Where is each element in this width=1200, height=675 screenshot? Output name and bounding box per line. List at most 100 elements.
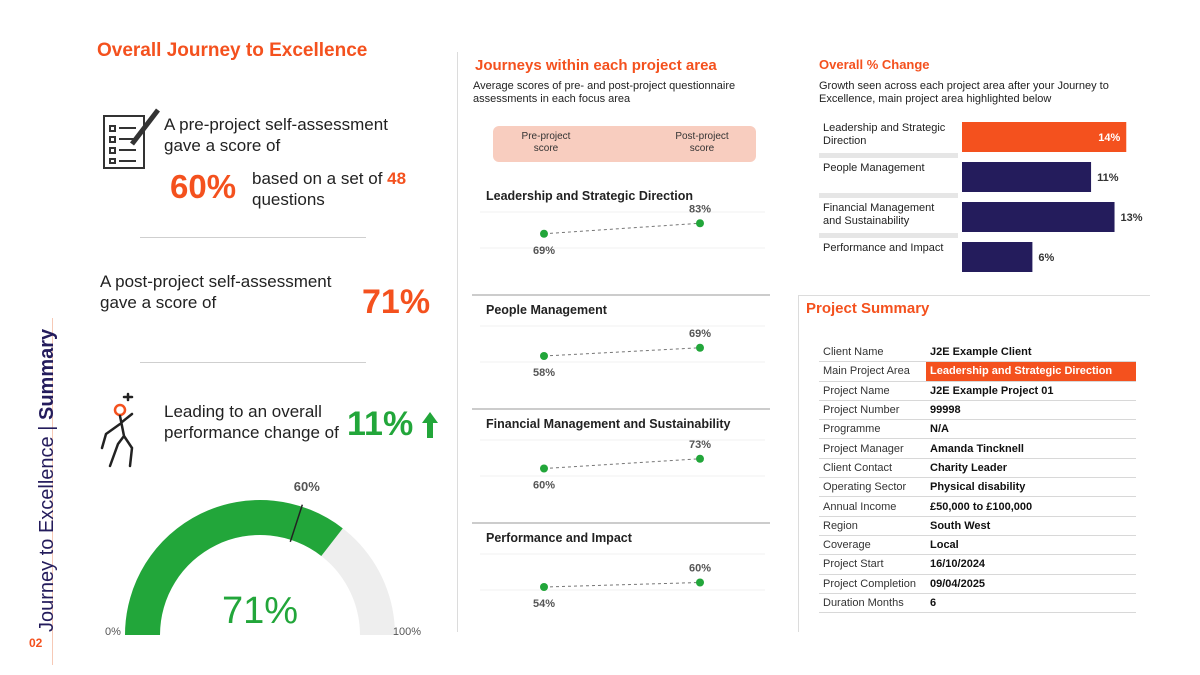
bar-label: 6% [1038,252,1054,264]
summary-row: Project Start 16/10/2024 [819,554,1136,575]
panel-title: Financial Management and Sustainability [486,417,731,431]
slope-point [540,464,548,473]
questions-count: 48 [387,169,407,188]
row-separator [819,233,958,238]
summary-row: Project Completion 09/04/2025 [819,574,1136,594]
summary-value: N/A [926,419,1136,440]
summary-value: Leadership and Strategic Direction [926,361,1136,382]
pre-text: A pre-project self-assessment gave a sco… [164,115,388,155]
legend-pill [493,126,756,162]
divider [140,237,366,238]
bar-category: Financial Management and Sustainability [823,202,935,227]
summary-key: Operating Sector [819,477,926,498]
slope-point [540,583,548,591]
bar-category-text: Leadership and Strategic Direction [823,122,946,147]
person-icon [100,392,134,468]
sidebar-rule [52,318,53,665]
legend-word: Pre-project [522,131,571,142]
summary-row: Project Name J2E Example Project 01 [819,381,1136,401]
summary-key: Project Completion [819,574,926,594]
summary-row: Client Contact Charity Leader [819,458,1136,479]
bar [962,162,1092,192]
questions-unit: questions [252,190,325,209]
bar-category: Performance and Impact [823,242,944,254]
summary-row: Client Name J2E Example Client [819,343,1136,363]
summary-value: 09/04/2025 [926,574,1136,594]
slope-point [696,578,704,587]
bar-category-text: Financial Management and Sustainability [823,202,935,227]
summary-value: £50,000 to £100,000 [926,496,1136,517]
slope-point [540,229,548,238]
bar-subtitle: Growth seen across each project area aft… [819,80,1109,105]
legend-word: score [534,143,559,154]
point-label: 69% [689,328,711,340]
slope-point [696,454,704,463]
row-separator [819,153,958,158]
summary-key: Project Start [819,554,926,575]
point-label: 83% [689,203,711,215]
bar-title: Overall % Change [819,57,930,72]
point-label: 60% [533,480,555,492]
point-label: 69% [533,245,555,257]
slope-point [540,352,548,360]
gauge-value-label: 71% [222,590,298,632]
divider [140,362,366,363]
summary-key: Programme [819,419,926,440]
bar [962,242,1033,272]
slope-subtitle: Average scores of pre- and post-project … [473,80,736,105]
summary-key: Client Name [819,343,926,363]
legend-word: score [690,143,715,154]
summary-value: J2E Example Project 01 [926,381,1136,401]
pre-score: 60% [170,168,237,205]
post-text: A post-project self-assessment gave a sc… [100,272,332,312]
summary-row: Project Manager Amanda Tincknell [819,438,1136,459]
bar-category-text: Performance and Impact [823,242,944,254]
summary-key: Project Manager [819,438,926,459]
summary-key: Client Contact [819,458,926,479]
bar-category: People Management [823,162,925,174]
summary-key: Main Project Area [819,361,926,382]
point-label: 73% [689,439,711,451]
summary-key: Region [819,516,926,536]
change-text: Leading to an overall performance change… [164,402,339,442]
slope-line [543,222,701,235]
row-separator [819,193,958,198]
slope-line [543,458,701,469]
summary-table: Client Name J2E Example Client Main Projec… [819,343,1136,614]
summary-row: Region South West [819,516,1136,536]
summary-row: Main Project Area Leadership and Strategi… [819,361,1136,382]
gauge-tick-label: 100% [393,626,421,638]
up-arrow [422,412,438,438]
slope-title: Journeys within each project area [475,57,717,74]
point-label: 60% [689,563,711,575]
clipboard-icon [103,108,160,169]
summary-row: Coverage Local [819,535,1136,556]
summary-value: 99998 [926,400,1136,421]
summary-rule [798,295,1150,296]
change-value: 11% [347,405,414,443]
gauge-tick-label: 0% [105,626,121,638]
summary-row: Duration Months 6 [819,593,1136,614]
summary-value: Charity Leader [926,458,1136,479]
slope-point [696,219,704,228]
column-divider [457,52,458,632]
bar-category: Leadership and Strategic Direction [823,122,946,147]
bar-label: 11% [1097,172,1119,184]
summary-value: 6 [926,593,1136,614]
panel-title: People Management [486,303,608,317]
legend-word: Post-project [675,131,729,142]
summary-row: Operating Sector Physical disability [819,477,1136,498]
bar-label: 13% [1121,212,1143,224]
slope-line [543,582,701,588]
overview-title: Overall Journey to Excellence [97,40,368,61]
bar-category-text: People Management [823,162,925,174]
summary-key: Annual Income [819,496,926,517]
summary-rule [798,295,799,632]
summary-value: Physical disability [926,477,1136,498]
legend-entry: Pre-project score [522,131,571,154]
summary-title: Project Summary [806,300,930,317]
questions-text: based on a set of [252,169,383,188]
summary-key: Project Name [819,381,926,401]
summary-value: Amanda Tincknell [926,438,1136,459]
